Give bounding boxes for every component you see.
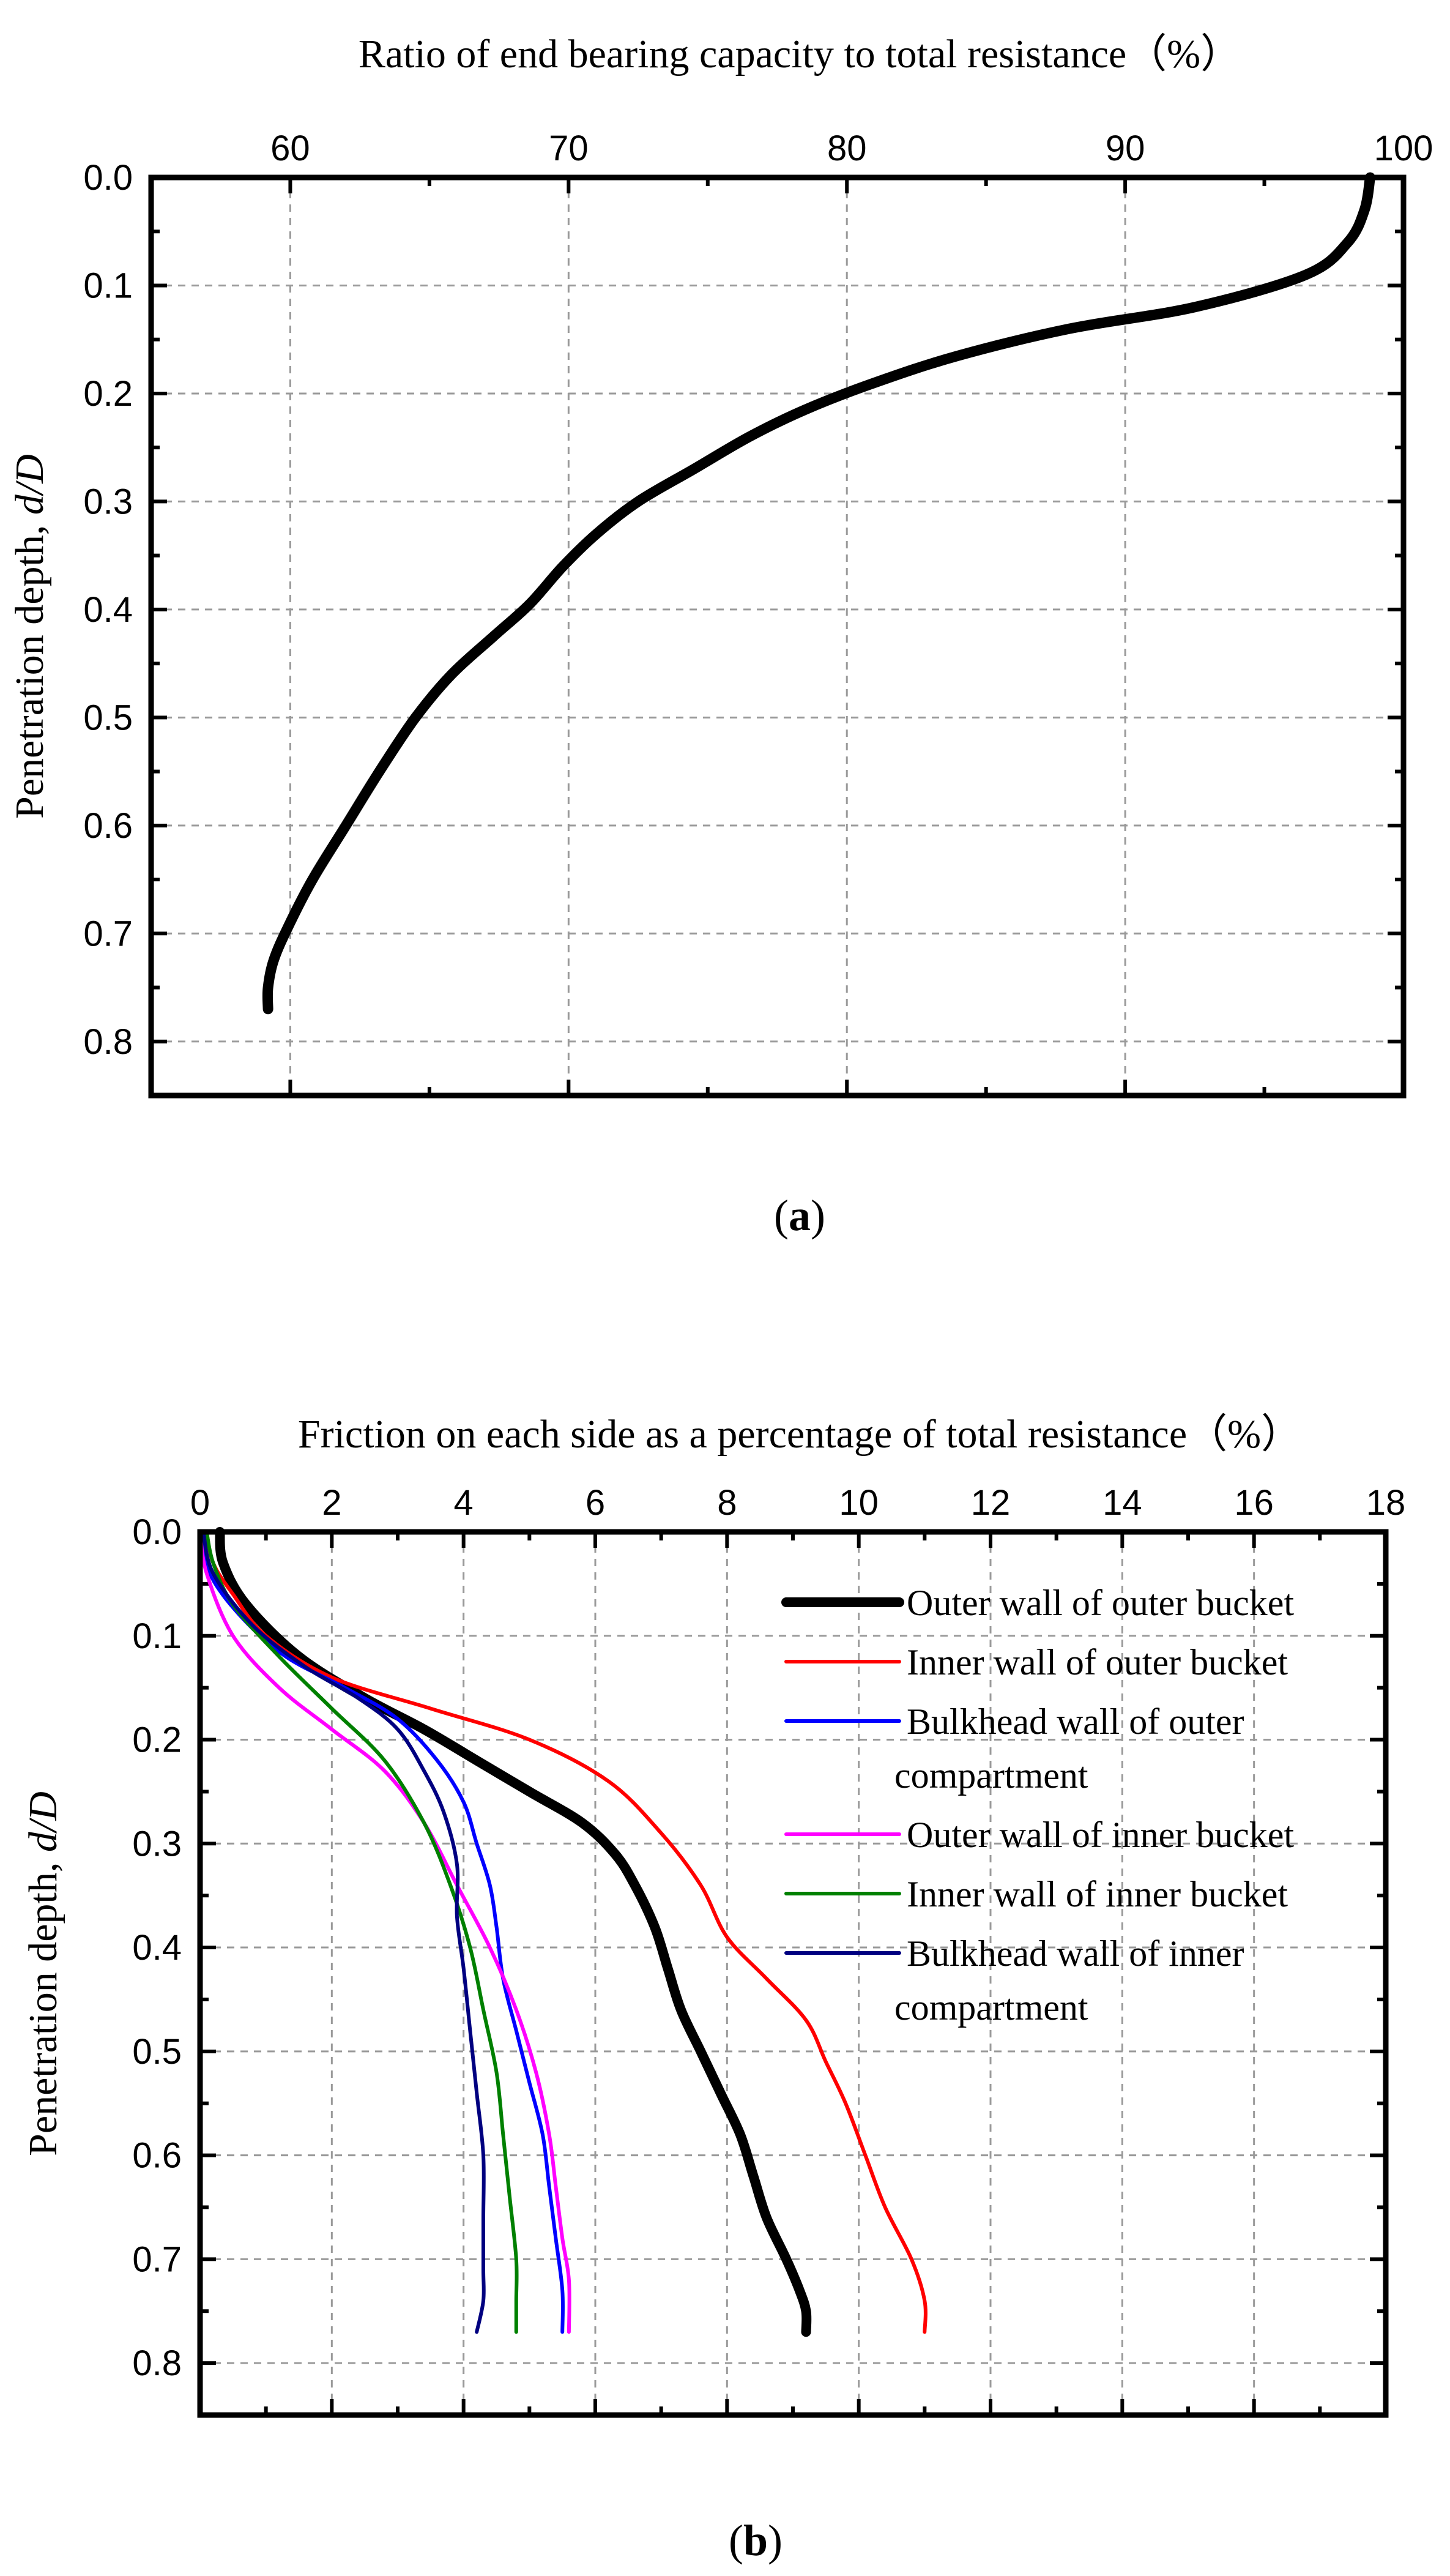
chart-b-series bbox=[198, 1527, 928, 2337]
y-tick-label: 0.5 bbox=[132, 2032, 182, 2072]
chart-b-frame bbox=[197, 1529, 1389, 2418]
chart-a-subplot-label: (a) bbox=[774, 1191, 825, 1240]
y-tick-label: 0.6 bbox=[132, 2136, 182, 2176]
chart-b-subplot-label: (b) bbox=[729, 2516, 783, 2565]
y-tick-label: 0.1 bbox=[132, 1616, 182, 1656]
y-tick-label: 0.4 bbox=[132, 1928, 182, 1968]
y-tick-label: 0.3 bbox=[132, 1824, 182, 1864]
x-tick-label: 2 bbox=[322, 1483, 341, 1523]
legend-label: Outer wall of inner bucket bbox=[907, 1815, 1294, 1855]
legend-label: compartment bbox=[894, 1755, 1088, 1796]
x-tick-label: 80 bbox=[827, 129, 867, 168]
x-tick-label: 14 bbox=[1102, 1483, 1142, 1523]
series-line-1 bbox=[204, 1530, 928, 2334]
legend-label: Outer wall of outer bucket bbox=[907, 1583, 1294, 1623]
x-tick-label: 16 bbox=[1234, 1483, 1274, 1523]
chart-b-title: Friction on each side as a percentage of… bbox=[298, 1412, 1301, 1457]
y-tick-label: 0.8 bbox=[83, 1022, 133, 1062]
x-tick-label: 90 bbox=[1106, 129, 1145, 168]
x-tick-label: 18 bbox=[1366, 1483, 1406, 1523]
x-tick-label: 8 bbox=[717, 1483, 737, 1523]
x-tick-label: 4 bbox=[454, 1483, 474, 1523]
chart-b-legend: Outer wall of outer bucket Inner wall of … bbox=[781, 1583, 1294, 2028]
chart-b-ylabel: Penetration depth, d/D bbox=[21, 1791, 65, 2156]
y-tick-label: 0.0 bbox=[132, 1512, 182, 1552]
y-tick-label: 0.6 bbox=[83, 806, 133, 846]
chart-a-title: Ratio of end bearing capacity to total r… bbox=[359, 32, 1241, 77]
chart-a-grid bbox=[151, 177, 1404, 1096]
x-tick-label: 70 bbox=[549, 129, 589, 168]
x-tick-label: 60 bbox=[270, 129, 310, 168]
y-tick-label: 0.2 bbox=[132, 1720, 182, 1760]
series-line-3 bbox=[198, 1530, 571, 2334]
series-line-0 bbox=[262, 172, 1375, 1015]
y-tick-label: 0.2 bbox=[83, 374, 133, 414]
y-tick-label: 0.0 bbox=[83, 158, 133, 198]
chart-b-grid bbox=[200, 1532, 1386, 2415]
series-line-5 bbox=[201, 1530, 486, 2334]
y-tick-label: 0.5 bbox=[83, 698, 133, 737]
series-line-0 bbox=[215, 1527, 812, 2337]
legend-label: Bulkhead wall of inner bbox=[907, 1933, 1244, 1974]
chart-a-ticks: 60 70 80 90 100 0.0 0.1 0.2 0.3 0.4 0.5 0.6 0.7 0.8 bbox=[83, 129, 1433, 1096]
y-tick-label: 0.4 bbox=[83, 590, 133, 630]
chart-panel-a: Ratio of end bearing capacity to total r… bbox=[7, 32, 1433, 1240]
y-tick-label: 0.8 bbox=[132, 2343, 182, 2383]
x-tick-label: 0 bbox=[190, 1483, 210, 1523]
y-tick-label: 0.7 bbox=[83, 914, 133, 954]
chart-panel-b: Friction on each side as a percentage of… bbox=[21, 1412, 1405, 2565]
legend-label: compartment bbox=[894, 1987, 1088, 2028]
legend-label: Inner wall of outer bucket bbox=[907, 1642, 1288, 1682]
y-tick-label: 0.1 bbox=[83, 266, 133, 305]
y-tick-label: 0.7 bbox=[132, 2239, 182, 2279]
x-tick-label: 12 bbox=[971, 1483, 1011, 1523]
chart-a-series bbox=[262, 172, 1375, 1015]
series-line-2 bbox=[201, 1530, 565, 2334]
y-tick-label: 0.3 bbox=[83, 482, 133, 521]
chart-a-frame bbox=[148, 174, 1407, 1099]
chart-a-ylabel: Penetration depth, d/D bbox=[7, 454, 52, 819]
legend-label: Bulkhead wall of outer bbox=[907, 1701, 1244, 1742]
x-tick-label: 100 bbox=[1374, 129, 1433, 168]
series-line-4 bbox=[204, 1530, 519, 2334]
x-tick-label: 10 bbox=[839, 1483, 879, 1523]
legend-label: Inner wall of inner bucket bbox=[907, 1874, 1288, 1914]
x-tick-label: 6 bbox=[586, 1483, 605, 1523]
